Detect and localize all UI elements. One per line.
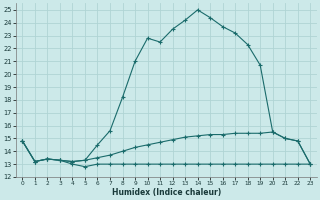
X-axis label: Humidex (Indice chaleur): Humidex (Indice chaleur) bbox=[112, 188, 221, 197]
